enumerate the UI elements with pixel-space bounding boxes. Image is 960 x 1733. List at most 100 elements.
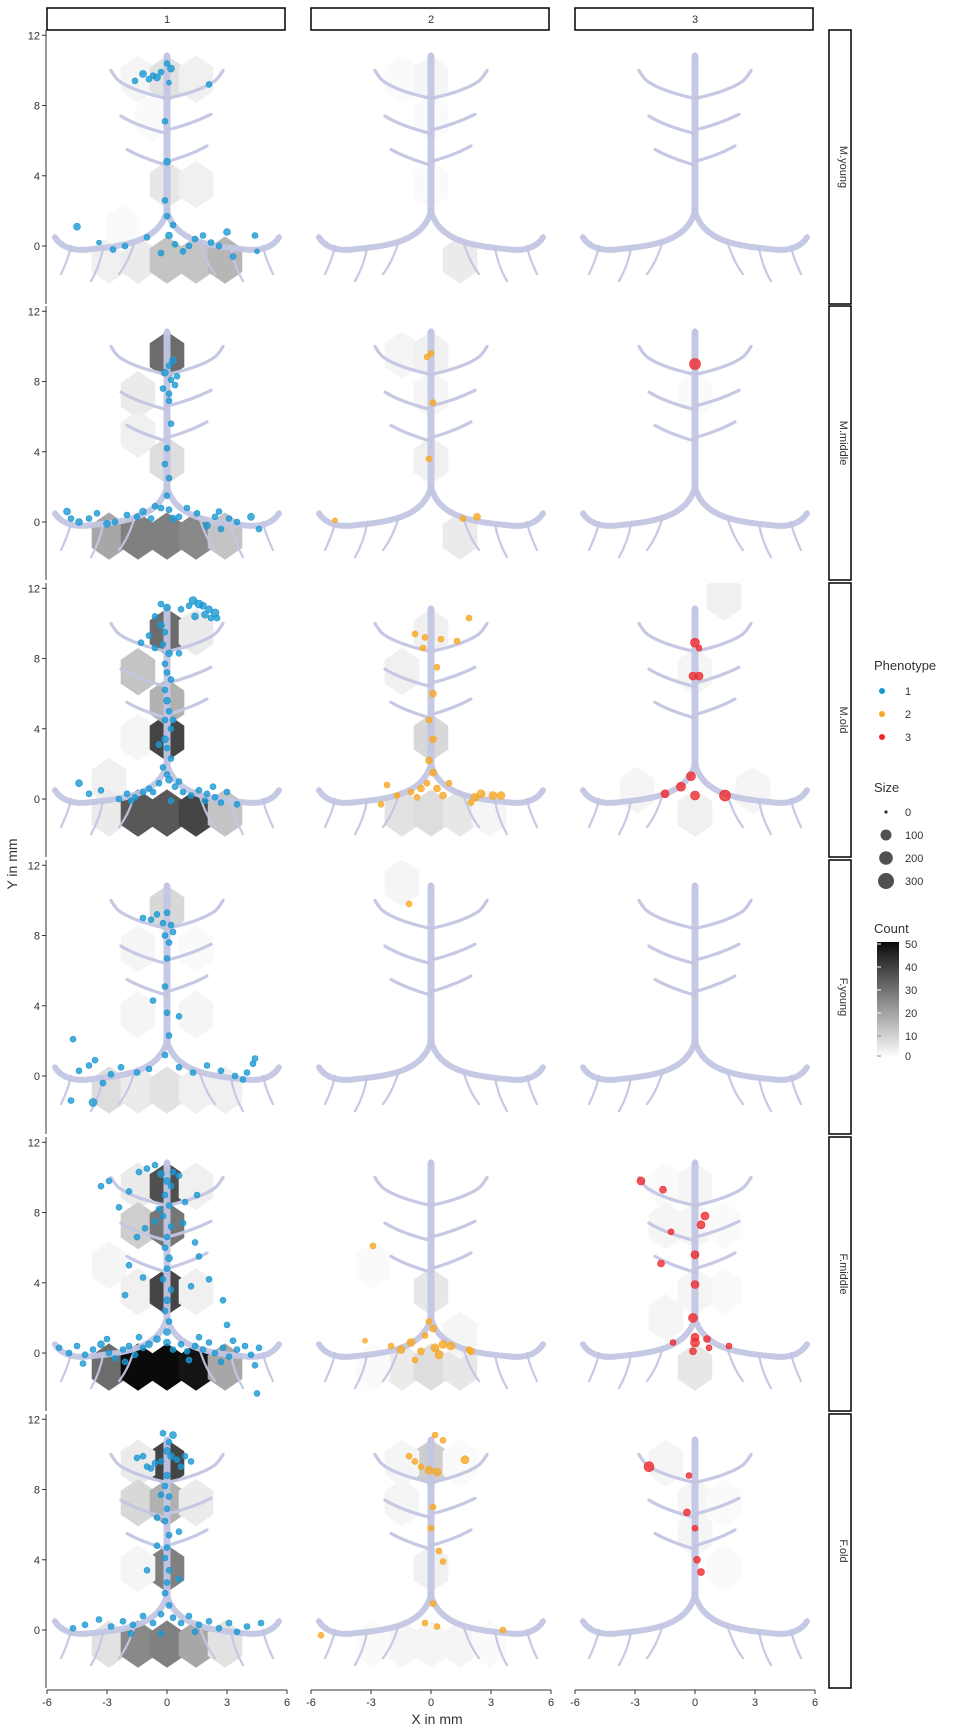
data-point [177, 1463, 185, 1470]
data-point [155, 1205, 163, 1213]
data-point [705, 1344, 713, 1352]
data-point [96, 239, 102, 246]
data-point [203, 521, 211, 530]
tree-branch [725, 1346, 745, 1383]
tree-branch [653, 1254, 697, 1274]
data-point [165, 775, 173, 784]
row-strip-label: F.young [837, 978, 849, 1017]
data-point [163, 1233, 171, 1241]
hexbin-cell [120, 410, 156, 458]
legend-count-tick-10: 10 [905, 1031, 917, 1043]
legend-size-100-dot [880, 829, 892, 841]
tree-branch [383, 114, 433, 136]
tree-branch [653, 423, 697, 443]
data-point [163, 1338, 171, 1347]
tree-branch [261, 244, 275, 276]
data-point [187, 1283, 195, 1290]
hexbin-cell [706, 1544, 742, 1593]
hexbin-cell [648, 1202, 684, 1250]
data-point [67, 1097, 75, 1104]
tree-branch [117, 239, 137, 276]
y-tick-label: 0 [34, 1348, 40, 1360]
tree-branch [109, 1175, 169, 1208]
data-point [205, 1339, 213, 1346]
data-point [171, 241, 179, 248]
x-axis-col-3: -6 -3 0 3 6 [570, 1689, 818, 1709]
tree-branch [165, 1496, 213, 1516]
tree-branch [373, 1452, 433, 1485]
data-point [445, 779, 453, 787]
tree-branch [323, 1351, 337, 1383]
data-point [163, 669, 171, 676]
data-point [205, 1276, 213, 1283]
data-point [165, 231, 173, 240]
data-point [167, 797, 175, 805]
tree-branch [428, 1314, 546, 1360]
data-point [143, 1567, 151, 1574]
hexbin-cell [619, 766, 655, 814]
legend-phenotype-2-dot [879, 711, 885, 717]
data-point [85, 1062, 93, 1069]
row-strip-box [828, 859, 852, 1135]
legend-phenotype-key-2: 2 [879, 709, 911, 721]
data-point [159, 385, 167, 392]
tree-branch [323, 1074, 337, 1106]
data-point [175, 513, 183, 521]
tree-branch [493, 1076, 509, 1113]
panel-content [580, 328, 810, 559]
tree-branch [428, 207, 546, 253]
data-point [65, 1349, 73, 1357]
data-point [217, 525, 225, 533]
hexbin-cell [120, 1343, 156, 1391]
legend-size-100-label: 100 [905, 830, 923, 842]
data-point [163, 955, 171, 962]
panel-content [316, 605, 546, 883]
hexbin-cell [178, 1620, 214, 1668]
tree-branch [373, 898, 433, 931]
hexbin-cell [149, 236, 185, 284]
tree-branch [429, 621, 489, 654]
data-point [125, 1261, 133, 1269]
facet-panel-F.middle-1 [52, 1159, 282, 1397]
tree-branch [693, 112, 741, 132]
y-axis-row-1: 0 4 8 12 [28, 30, 47, 304]
data-point [157, 1630, 165, 1637]
data-point [169, 1614, 177, 1621]
tree-branch [165, 68, 225, 101]
y-tick-label: 4 [34, 1001, 40, 1013]
data-point [175, 1064, 183, 1071]
x-axis-title: X in mm [411, 1711, 462, 1727]
data-point [173, 1456, 181, 1463]
panel-content [52, 596, 282, 837]
tree-branch [109, 898, 169, 931]
data-point [223, 788, 231, 796]
data-point [247, 1351, 255, 1359]
tree-branch [580, 1591, 698, 1637]
data-point [243, 1069, 251, 1076]
data-point [103, 1335, 111, 1343]
column-strip-box [574, 7, 814, 31]
tree-branch [429, 1219, 477, 1239]
data-point [467, 799, 475, 806]
x-tick-label: -3 [366, 1697, 376, 1709]
data-point [163, 1579, 171, 1586]
tree-branch [647, 390, 697, 412]
y-tick-label: 0 [34, 241, 40, 253]
tree-branch [428, 483, 546, 529]
x-tick-label: 6 [812, 1697, 818, 1709]
data-point [378, 877, 384, 883]
tree-branch [617, 522, 633, 559]
legend-size-300-label: 300 [905, 876, 923, 888]
tree-branch [637, 344, 697, 377]
hexbin-cell [706, 1202, 742, 1250]
data-point [157, 621, 165, 630]
data-point [91, 1056, 99, 1064]
data-point [191, 235, 199, 243]
data-point [419, 644, 427, 652]
data-point [165, 506, 173, 514]
tree-branch [461, 792, 481, 829]
tree-branch [323, 1628, 337, 1660]
facet-panel-M.young-2 [316, 52, 546, 284]
tree-branch [525, 1074, 539, 1106]
tree-branch [428, 1037, 546, 1083]
